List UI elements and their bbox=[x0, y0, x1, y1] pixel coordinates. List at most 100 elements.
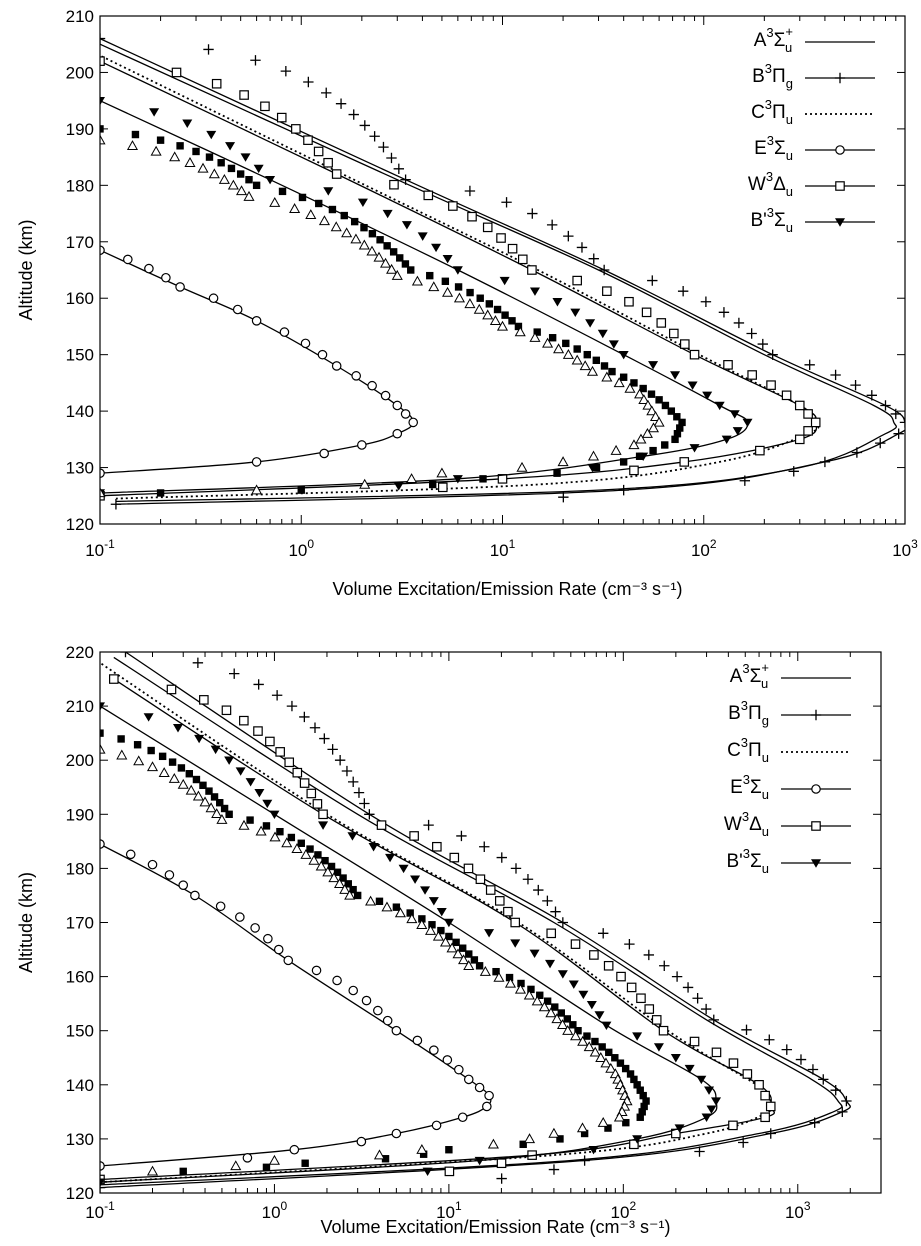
data-point bbox=[618, 350, 629, 360]
data-point bbox=[381, 901, 393, 912]
data-point bbox=[323, 187, 334, 196]
data-point bbox=[156, 136, 165, 144]
data-point bbox=[220, 804, 229, 813]
data-point bbox=[429, 1045, 439, 1055]
data-point bbox=[562, 339, 570, 348]
data-point bbox=[635, 452, 644, 460]
data-point bbox=[487, 1138, 499, 1149]
data-point bbox=[349, 885, 357, 894]
data-point bbox=[306, 788, 317, 799]
x-axis-label: Volume Excitation/Emission Rate (cm⁻³ s⁻… bbox=[320, 1217, 670, 1237]
data-point bbox=[464, 298, 476, 309]
data-point bbox=[653, 416, 665, 427]
data-point bbox=[300, 848, 312, 859]
data-point bbox=[489, 315, 501, 325]
data-point bbox=[269, 810, 280, 819]
data-point bbox=[271, 690, 283, 701]
data-point bbox=[496, 852, 507, 863]
data-point bbox=[208, 293, 219, 304]
data-point bbox=[125, 849, 136, 860]
data-point bbox=[199, 796, 211, 807]
data-point bbox=[667, 407, 676, 415]
data-point bbox=[333, 868, 342, 876]
data-point bbox=[143, 713, 154, 722]
legend-label: B'3Σu bbox=[726, 846, 769, 876]
data-point bbox=[229, 668, 240, 679]
data-point bbox=[100, 134, 106, 145]
data-point bbox=[548, 1127, 560, 1138]
data-point bbox=[533, 884, 544, 896]
data-point bbox=[721, 435, 732, 445]
legend-marker bbox=[811, 859, 821, 868]
data-point bbox=[616, 1059, 625, 1067]
y-tick-label: 130 bbox=[66, 1130, 94, 1149]
data-point bbox=[406, 909, 414, 917]
data-point bbox=[583, 350, 591, 359]
data-point bbox=[454, 1064, 464, 1075]
data-point bbox=[323, 157, 333, 168]
data-point bbox=[205, 787, 213, 795]
data-point bbox=[669, 328, 679, 339]
data-point bbox=[423, 819, 434, 831]
data-point bbox=[475, 962, 484, 970]
data-point bbox=[577, 1035, 589, 1046]
data-point bbox=[392, 903, 401, 911]
data-point bbox=[570, 1030, 582, 1041]
data-point bbox=[428, 897, 439, 906]
data-point bbox=[262, 822, 271, 830]
y-tick-label: 210 bbox=[66, 697, 94, 716]
data-point bbox=[766, 380, 776, 390]
data-point bbox=[700, 296, 712, 307]
legend: A3Σ+ u B3Πg C3Πu E3Σu W3Δu B'3Σu bbox=[724, 660, 851, 876]
data-point bbox=[452, 938, 460, 947]
plot-area bbox=[100, 652, 852, 1193]
legend-label: B3Πg bbox=[728, 698, 769, 728]
data-point bbox=[453, 292, 466, 303]
legend-marker bbox=[835, 181, 845, 191]
data-point bbox=[158, 752, 167, 761]
legend-label: E3Σu bbox=[754, 133, 793, 163]
legend-label: E3Σu bbox=[730, 772, 769, 802]
data-point bbox=[728, 1058, 739, 1068]
data-point bbox=[646, 405, 658, 416]
data-point bbox=[504, 977, 517, 988]
data-point bbox=[708, 1014, 719, 1026]
data-point bbox=[671, 435, 679, 444]
data-point bbox=[366, 245, 378, 256]
data-point bbox=[830, 369, 841, 381]
data-point bbox=[299, 711, 310, 723]
data-point bbox=[557, 456, 569, 467]
series-line bbox=[100, 43, 897, 503]
data-point bbox=[359, 798, 370, 809]
data-point bbox=[594, 1011, 605, 1020]
data-point bbox=[647, 390, 656, 398]
data-point bbox=[592, 463, 601, 472]
series-3 bbox=[100, 54, 820, 500]
data-point bbox=[364, 809, 375, 820]
data-point bbox=[658, 1025, 669, 1036]
data-point bbox=[235, 185, 248, 196]
data-point bbox=[711, 1047, 722, 1058]
data-point bbox=[570, 939, 581, 949]
data-point bbox=[463, 960, 475, 970]
data-point bbox=[723, 360, 733, 370]
data-point bbox=[550, 906, 561, 917]
data-point bbox=[333, 878, 346, 888]
data-point bbox=[626, 982, 637, 993]
data-point bbox=[379, 257, 392, 268]
data-point bbox=[633, 1081, 641, 1089]
data-point bbox=[741, 1024, 752, 1035]
data-point bbox=[536, 991, 544, 999]
data-point bbox=[348, 985, 359, 996]
series-2 bbox=[100, 33, 905, 510]
y-tick-label: 160 bbox=[66, 289, 94, 308]
data-point bbox=[587, 450, 600, 461]
data-point bbox=[353, 787, 365, 798]
legend-marker bbox=[810, 709, 822, 721]
legend-label: B'3Σu bbox=[750, 205, 793, 235]
data-point bbox=[674, 1124, 685, 1133]
data-point bbox=[146, 761, 159, 772]
data-point bbox=[199, 695, 209, 705]
data-point bbox=[164, 870, 175, 880]
data-point bbox=[410, 875, 421, 884]
